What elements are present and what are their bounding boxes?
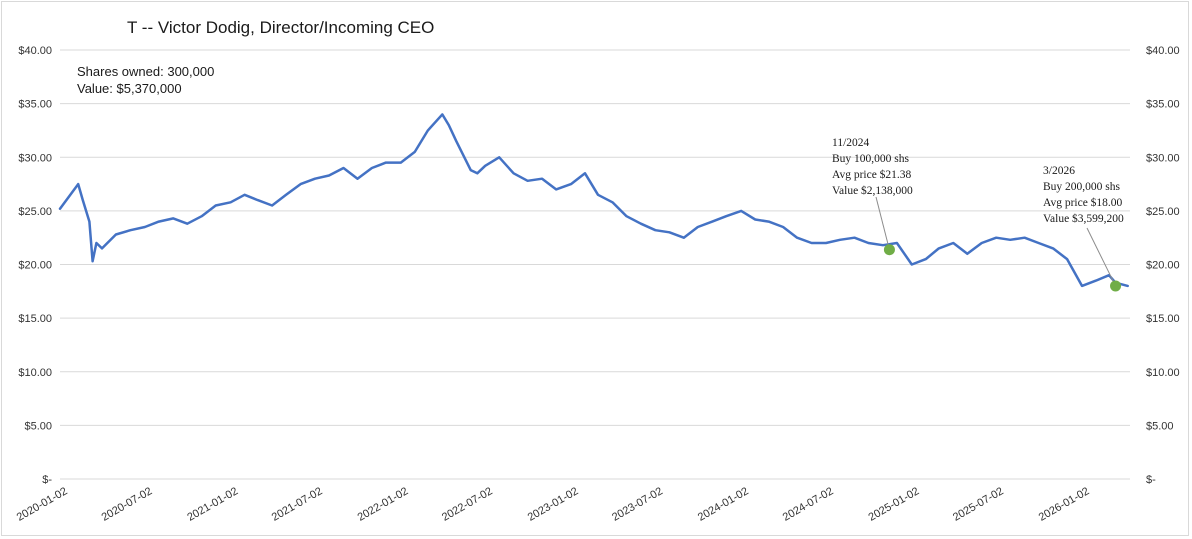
x-tick-10: 2025-01-02	[867, 485, 922, 524]
y-tick-right-0: $-	[1146, 474, 1156, 486]
annotation-1-line-4: Value $2,138,000	[832, 184, 913, 197]
y-tick-left-1: $5.00	[24, 420, 52, 432]
annotation-2-line-1: 3/2026	[1043, 165, 1075, 177]
y-tick-left-3: $15.00	[18, 313, 52, 325]
y-tick-right-7: $35.00	[1146, 99, 1180, 111]
chart-title: T -- Victor Dodig, Director/Incoming CEO	[127, 18, 434, 37]
callouts	[875, 196, 1116, 287]
purchase-marker-0	[883, 244, 895, 256]
x-tick-5: 2022-07-02	[440, 485, 495, 524]
y-tick-left-4: $20.00	[18, 260, 52, 272]
x-tick-0: 2020-01-02	[15, 485, 70, 524]
x-tick-6: 2023-01-02	[526, 485, 581, 524]
x-tick-12: 2026-01-02	[1037, 485, 1092, 524]
purchase-markers	[883, 244, 1122, 292]
annotation-2-line-2: Buy 200,000 shs	[1043, 181, 1121, 193]
y-tick-left-7: $35.00	[18, 99, 52, 111]
y-axis-right: $- $5.00 $10.00 $15.00 $20.00 $25.00 $30.00 $35…	[1146, 45, 1180, 486]
annotation-nov-2024: 11/2024 Buy 100,000 shs Avg price $21.38…	[832, 137, 913, 197]
holding-value-text: Value: $5,370,000	[77, 81, 182, 96]
series-line-0	[58, 113, 1129, 288]
shares-owned-text: Shares owned: 300,000	[77, 64, 214, 79]
annotation-1-line-3: Avg price $21.38	[832, 168, 912, 181]
gridlines	[60, 49, 1130, 480]
y-tick-right-8: $40.00	[1146, 45, 1180, 57]
y-tick-left-2: $10.00	[18, 367, 52, 379]
x-tick-4: 2022-01-02	[356, 485, 411, 524]
callout-leader-1	[1086, 227, 1116, 287]
y-tick-right-6: $30.00	[1146, 152, 1180, 164]
x-axis: 2020-01-02 2020-07-02 2021-01-02 2021-07-02…	[15, 485, 1092, 524]
purchase-marker-1	[1110, 280, 1122, 292]
y-tick-left-8: $40.00	[18, 45, 52, 57]
x-tick-1: 2020-07-02	[100, 485, 155, 524]
x-tick-3: 2021-07-02	[270, 485, 325, 524]
x-tick-8: 2024-01-02	[696, 485, 751, 524]
annotation-1-line-2: Buy 100,000 shs	[832, 153, 910, 165]
y-tick-left-5: $25.00	[18, 206, 52, 218]
y-tick-left-0: $-	[42, 474, 52, 486]
y-axis-left: $- $5.00 $10.00 $15.00 $20.00 $25.00 $30.00 $35…	[18, 45, 52, 486]
y-tick-right-4: $20.00	[1146, 260, 1180, 272]
annotation-2-line-3: Avg price $18.00	[1043, 196, 1123, 209]
y-tick-left-6: $30.00	[18, 152, 52, 164]
annotation-2-line-4: Value $3,599,200	[1043, 212, 1124, 225]
x-tick-2: 2021-01-02	[185, 485, 240, 524]
x-tick-11: 2025-07-02	[951, 485, 1006, 524]
price-series	[58, 113, 1129, 288]
x-tick-7: 2023-07-02	[610, 485, 665, 524]
y-tick-right-2: $10.00	[1146, 367, 1180, 379]
y-tick-right-3: $15.00	[1146, 313, 1180, 325]
x-tick-9: 2024-07-02	[781, 485, 836, 524]
annotation-mar-2026: 3/2026 Buy 200,000 shs Avg price $18.00 …	[1043, 165, 1124, 225]
annotation-1-line-1: 11/2024	[832, 137, 870, 149]
y-tick-right-5: $25.00	[1146, 206, 1180, 218]
callout-leader-0	[875, 196, 890, 250]
y-tick-right-1: $5.00	[1146, 420, 1174, 432]
